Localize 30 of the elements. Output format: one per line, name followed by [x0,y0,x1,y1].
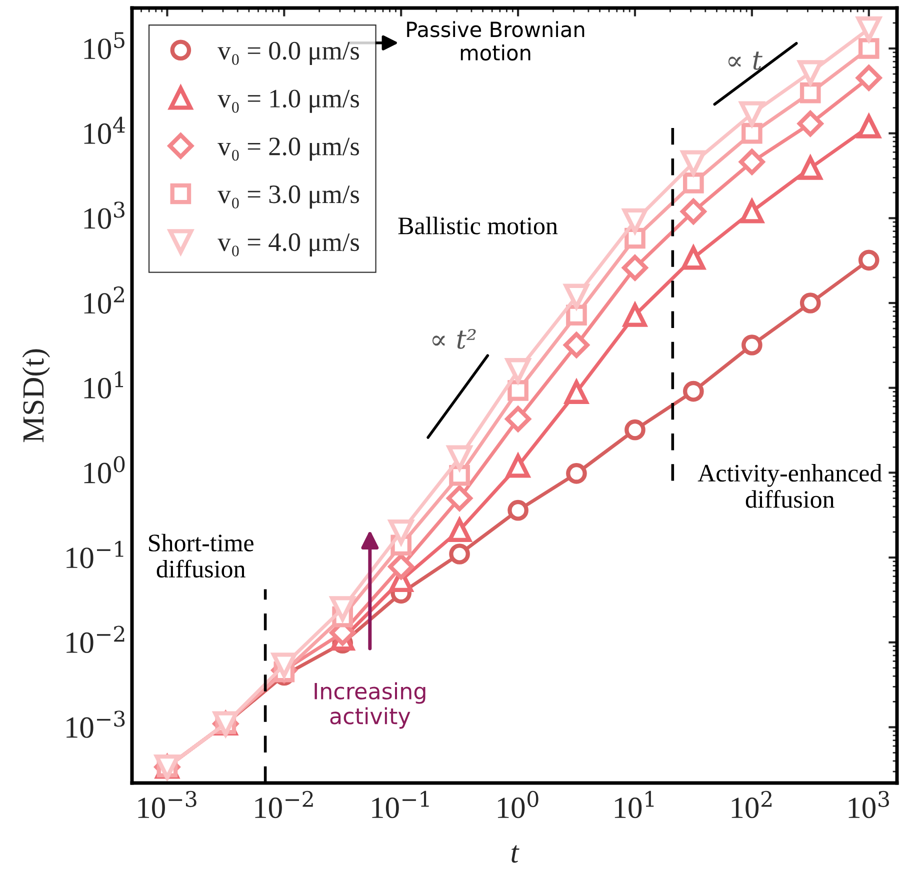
y-tick-label: 10$^{−2}$ [66,626,124,654]
y-tick-label: 10$^{1}$ [84,371,124,399]
annotation: ∝ t [728,52,762,70]
y-tick-label: 10$^{2}$ [84,286,124,314]
y-tick-label: 10$^{3}$ [84,202,124,229]
y-tick-label: 10$^{−1}$ [66,540,124,568]
x-tick-label: 10$^{−1}$ [372,790,429,818]
y-tick-label: 10$^{−3}$ [66,710,125,738]
x-axis-title: t [512,845,520,863]
x-tick-label: 10$^{−2}$ [255,790,313,818]
legend-label: v₀ = 3.0 μm/s [218,185,360,209]
y-tick-label: 10$^{0}$ [84,456,125,484]
x-tick-label: 10$^{−3}$ [138,790,196,818]
annotation: Passive Brownian motion [407,21,584,61]
legend-label: v₀ = 1.0 μm/s [218,90,360,113]
y-axis-title: MSD(t) [22,349,50,442]
annotation: Ballistic motion [398,216,558,234]
legend-label: v₀ = 4.0 μm/s [218,233,360,256]
y-tick-label: 10$^{4}$ [84,116,125,144]
annotation: Short-time diffusion [149,534,254,578]
annotation: ∝ t² [432,328,476,349]
y-tick-label: 10$^{5}$ [84,32,124,60]
x-tick-label: 10$^{2}$ [732,790,772,818]
x-tick-label: 10$^{3}$ [848,790,889,818]
annotation: Increasing activity [314,682,426,729]
legend-label: v₀ = 2.0 μm/s [218,138,360,161]
annotation: Activity-enhanced diffusion [698,464,882,508]
x-tick-label: 10$^{0}$ [498,790,538,818]
legend-label: v₀ = 0.0 μm/s [218,42,360,66]
x-tick-label: 10$^{1}$ [614,790,654,818]
